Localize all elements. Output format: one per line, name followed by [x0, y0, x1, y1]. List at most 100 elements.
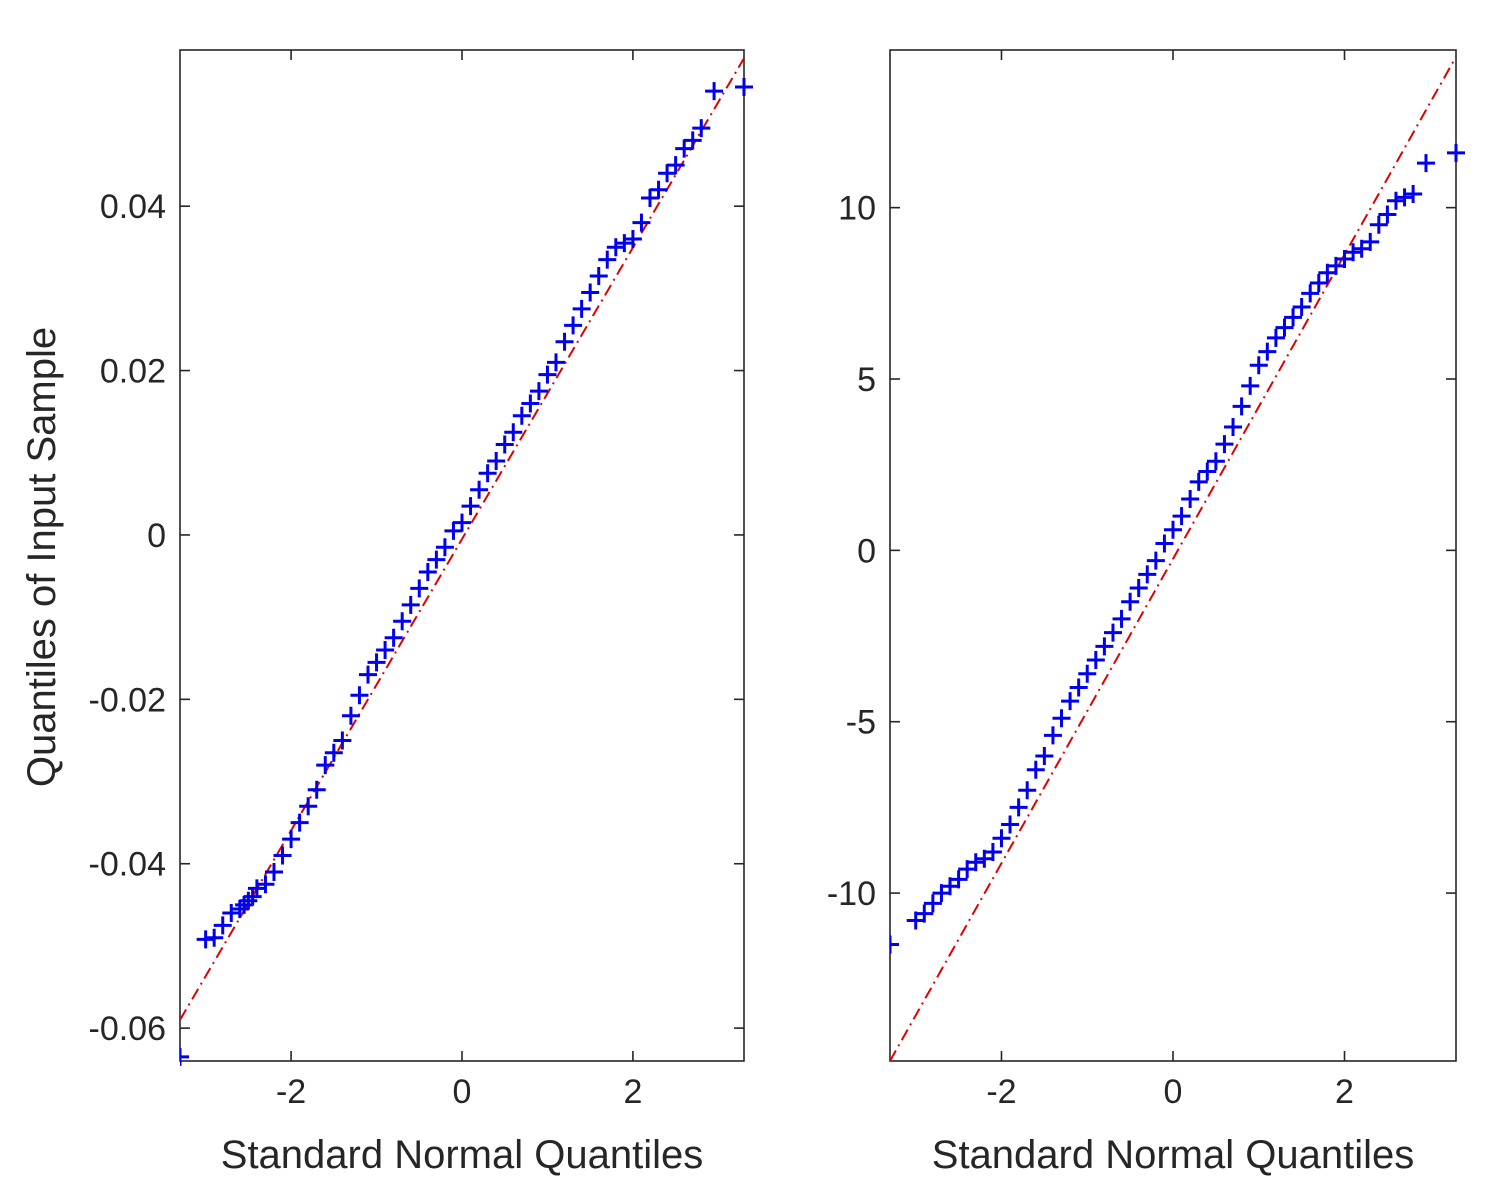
data-point	[1224, 417, 1243, 436]
data-point	[649, 180, 668, 199]
data-point	[641, 188, 659, 207]
data-point	[598, 250, 617, 269]
data-point	[1043, 726, 1062, 745]
data-point	[1215, 435, 1234, 454]
data-point	[581, 283, 600, 302]
data-point	[547, 353, 565, 372]
data-point	[658, 164, 677, 183]
data-point	[1026, 760, 1045, 779]
data-point	[1181, 489, 1200, 508]
data-point	[341, 706, 360, 725]
data-point	[1284, 308, 1303, 327]
data-point	[324, 743, 343, 762]
data-point	[1292, 298, 1311, 317]
data-point	[1447, 143, 1465, 162]
data-point	[1155, 534, 1174, 553]
data-point	[632, 213, 651, 232]
data-point	[983, 842, 1002, 861]
data-point	[923, 894, 942, 913]
data-point	[512, 406, 531, 425]
data-point	[453, 513, 471, 532]
data-point	[230, 899, 249, 918]
data-point	[1121, 592, 1140, 611]
data-point	[1301, 284, 1320, 303]
data-point	[1018, 781, 1037, 800]
x-axis-label: Standard Normal Quantiles	[221, 1133, 703, 1177]
data-point	[1361, 232, 1380, 251]
data-point	[205, 928, 224, 947]
data-point	[1198, 462, 1217, 481]
data-point	[299, 797, 318, 816]
data-point	[1189, 472, 1208, 491]
data-point	[359, 665, 377, 684]
x-tick-label: -2	[986, 1073, 1016, 1111]
y-tick-label: -0.04	[89, 846, 167, 884]
y-tick-label: 0	[147, 517, 166, 555]
data-point	[401, 595, 420, 614]
x-tick-label: 2	[1335, 1073, 1354, 1111]
data-point	[418, 562, 437, 581]
data-point	[1061, 692, 1080, 711]
data-point	[1206, 452, 1225, 471]
data-point	[316, 756, 335, 775]
data-point	[1035, 746, 1054, 765]
data-point	[427, 550, 446, 569]
data-point	[410, 579, 429, 598]
data-point	[966, 853, 985, 872]
data-point	[564, 316, 583, 335]
data-point	[393, 612, 412, 631]
y-tick-label: 0	[857, 532, 876, 570]
y-tick-label: -0.06	[89, 1010, 167, 1048]
x-axis-label: Standard Normal Quantiles	[932, 1133, 1414, 1177]
data-point	[1095, 637, 1114, 656]
y-tick-label: 0.02	[100, 353, 166, 391]
data-point	[1129, 579, 1148, 598]
data-point	[1086, 651, 1105, 670]
data-point	[1164, 520, 1182, 539]
data-point	[1001, 815, 1020, 834]
y-tick-label: -10	[827, 875, 876, 913]
axes-frame	[179, 49, 745, 1062]
data-point	[1369, 215, 1388, 234]
data-point	[350, 686, 369, 705]
data-point	[444, 521, 463, 540]
x-tick-label: -2	[276, 1073, 306, 1111]
y-axis-label: Quantiles of Input Sample	[20, 327, 64, 787]
data-point	[1386, 191, 1405, 210]
data-point	[1232, 397, 1251, 416]
data-point	[243, 887, 262, 906]
data-point	[1344, 243, 1363, 262]
data-point	[538, 365, 557, 384]
data-point	[367, 653, 386, 672]
data-point	[949, 870, 968, 889]
x-tick-label: 2	[623, 1073, 642, 1111]
data-point	[504, 423, 523, 442]
data-point	[1416, 154, 1435, 173]
data-point	[1069, 678, 1088, 697]
qq-plot-right: Standard Normal Quantiles -2 0 2 -10 -5 0 5 10	[827, 49, 1465, 1177]
data-point	[666, 156, 685, 175]
data-point	[235, 895, 254, 914]
data-point	[256, 875, 275, 894]
data-point	[487, 451, 506, 470]
data-point	[615, 234, 634, 253]
data-point	[529, 382, 548, 401]
data-point	[572, 299, 591, 318]
data-point	[1249, 356, 1268, 375]
data-point	[735, 77, 753, 96]
data-point	[478, 464, 497, 483]
reference-line	[180, 57, 745, 1021]
data-point	[1138, 565, 1157, 584]
data-point	[606, 238, 625, 257]
data-point	[521, 394, 540, 413]
data-point	[384, 628, 403, 647]
data-point	[376, 641, 395, 660]
data-point	[1172, 507, 1191, 526]
data-point	[589, 267, 608, 286]
data-point	[915, 904, 934, 923]
data-point	[692, 119, 711, 138]
data-point	[333, 731, 352, 750]
data-point	[239, 891, 258, 910]
data-point	[1275, 318, 1294, 337]
data-point	[290, 813, 309, 832]
